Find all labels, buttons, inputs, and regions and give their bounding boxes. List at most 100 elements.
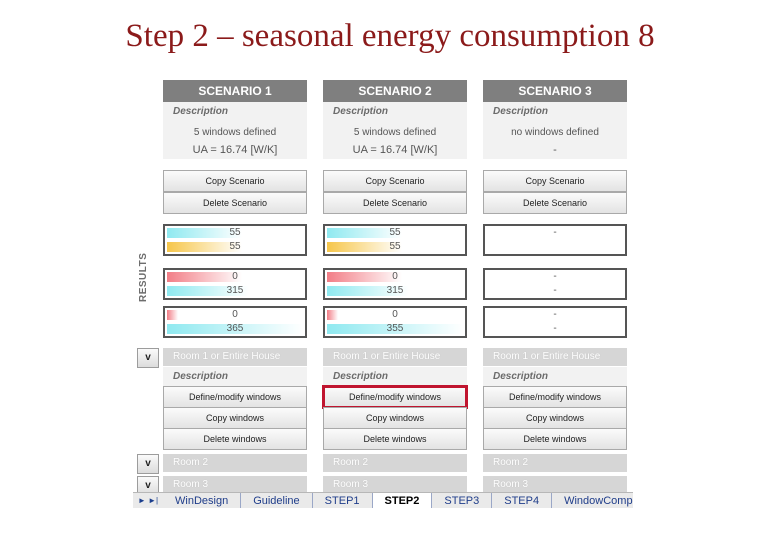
ua-value-text: UA = 16.74 [W/K] <box>192 144 278 156</box>
sheet-tab-bar: ► ►| WinDesign Guideline STEP1 STEP2 STEP3 ST… <box>133 492 633 508</box>
result-value: 365 <box>226 323 244 334</box>
scenario-header: SCENARIO 2 <box>323 80 467 102</box>
results-box: 55 55 <box>163 224 307 256</box>
scenario-header: SCENARIO 1 <box>163 80 307 102</box>
delete-windows-button[interactable]: Delete windows <box>323 428 467 450</box>
result-value: 0 <box>392 309 398 320</box>
result-row: - <box>485 308 625 322</box>
result-value: 355 <box>386 323 404 334</box>
sheet-tab-step3[interactable]: STEP3 <box>432 493 493 508</box>
room3-header[interactable]: Room 3 <box>483 476 627 494</box>
result-bar <box>167 310 178 320</box>
description-label: Description <box>333 106 389 117</box>
results-box: 0 315 <box>163 268 307 300</box>
result-value: - <box>553 271 557 282</box>
expand-room2-button[interactable]: v <box>137 454 159 474</box>
room2-header[interactable]: Room 2 <box>483 454 627 472</box>
sheet-tab-step4[interactable]: STEP4 <box>492 493 553 508</box>
description-label: Description <box>173 106 229 117</box>
result-row: 315 <box>165 284 305 298</box>
result-row: - <box>485 270 625 284</box>
result-bar <box>327 324 463 334</box>
scenario-column-1: SCENARIO 1 Description 5 windows defined UA… <box>163 80 307 500</box>
sheet-tab-step2[interactable]: STEP2 <box>372 493 433 508</box>
delete-scenario-button[interactable]: Delete Scenario <box>483 192 627 214</box>
windows-defined-text: 5 windows defined <box>353 127 437 138</box>
result-value: - <box>553 323 557 334</box>
result-row: - <box>485 284 625 298</box>
room3-header[interactable]: Room 3 <box>163 476 307 494</box>
room1-header[interactable]: Room 1 or Entire House <box>483 348 627 366</box>
sheet-nav-arrows-icon[interactable]: ► ►| <box>137 496 159 505</box>
delete-windows-button[interactable]: Delete windows <box>483 428 627 450</box>
room3-header[interactable]: Room 3 <box>323 476 467 494</box>
result-bar <box>167 324 303 334</box>
results-box: 0 315 <box>323 268 467 300</box>
result-row: 55 <box>325 240 465 254</box>
copy-scenario-button[interactable]: Copy Scenario <box>163 170 307 192</box>
result-row: 55 <box>165 240 305 254</box>
result-row: - <box>485 322 625 336</box>
result-bar <box>327 272 402 282</box>
result-value: 0 <box>232 309 238 320</box>
result-row: 0 <box>165 270 305 284</box>
copy-scenario-button[interactable]: Copy Scenario <box>323 170 467 192</box>
delete-scenario-button[interactable]: Delete Scenario <box>323 192 467 214</box>
result-row: 55 <box>165 226 305 240</box>
sheet-tab-step1[interactable]: STEP1 <box>313 493 373 508</box>
result-value: - <box>553 309 557 320</box>
room2-header[interactable]: Room 2 <box>323 454 467 472</box>
room2-header[interactable]: Room 2 <box>163 454 307 472</box>
result-bar <box>327 286 409 296</box>
result-bar <box>327 310 338 320</box>
scenario-header: SCENARIO 3 <box>483 80 627 102</box>
result-row: 55 <box>325 226 465 240</box>
define-modify-windows-button[interactable]: Define/modify windows <box>322 385 468 409</box>
result-row: 0 <box>325 270 465 284</box>
sheet-tab-windesign[interactable]: WinDesign <box>163 493 242 508</box>
result-value: 55 <box>389 241 401 252</box>
delete-scenario-button[interactable]: Delete Scenario <box>163 192 307 214</box>
define-modify-windows-button[interactable]: Define/modify windows <box>163 386 307 408</box>
copy-windows-button[interactable]: Copy windows <box>323 407 467 429</box>
scenario-description: Description 5 windows defined UA = 16.74 [… <box>323 102 467 159</box>
result-value: 55 <box>229 227 241 238</box>
result-value: 0 <box>232 271 238 282</box>
result-row: 315 <box>325 284 465 298</box>
results-box: -- <box>483 306 627 338</box>
result-row: 355 <box>325 322 465 336</box>
result-value: 315 <box>226 285 244 296</box>
windows-defined-text: 5 windows defined <box>193 127 277 138</box>
result-bar <box>167 272 242 282</box>
copy-windows-button[interactable]: Copy windows <box>483 407 627 429</box>
room1-header[interactable]: Room 1 or Entire House <box>323 348 467 366</box>
results-label: RESULTS <box>138 252 149 302</box>
scenario-description: Description 5 windows defined UA = 16.74 [… <box>163 102 307 159</box>
results-box: 0 365 <box>163 306 307 338</box>
result-value: 55 <box>229 241 241 252</box>
room1-header[interactable]: Room 1 or Entire House <box>163 348 307 366</box>
copy-scenario-button[interactable]: Copy Scenario <box>483 170 627 192</box>
expand-room1-button[interactable]: v <box>137 348 159 368</box>
delete-windows-button[interactable]: Delete windows <box>163 428 307 450</box>
result-value: 0 <box>392 271 398 282</box>
results-box: 55 55 <box>323 224 467 256</box>
results-box: 0 355 <box>323 306 467 338</box>
define-modify-windows-button[interactable]: Define/modify windows <box>483 386 627 408</box>
result-value: 55 <box>389 227 401 238</box>
result-row: 0 <box>325 308 465 322</box>
result-bar <box>167 228 242 238</box>
results-box: -- <box>483 268 627 300</box>
windows-defined-text: no windows defined <box>511 127 599 138</box>
result-bar <box>167 242 242 252</box>
result-bar <box>327 228 402 238</box>
description-label: Description <box>493 106 549 117</box>
copy-windows-button[interactable]: Copy windows <box>163 407 307 429</box>
sheet-tab-guideline[interactable]: Guideline <box>241 493 313 508</box>
results-box: - <box>483 224 627 256</box>
result-value: 315 <box>386 285 404 296</box>
result-row: - <box>485 226 625 240</box>
result-row: 365 <box>165 322 305 336</box>
scenario-description: Description no windows defined - <box>483 102 627 159</box>
sheet-tab-windowcomponents[interactable]: WindowComponents <box>552 493 633 508</box>
